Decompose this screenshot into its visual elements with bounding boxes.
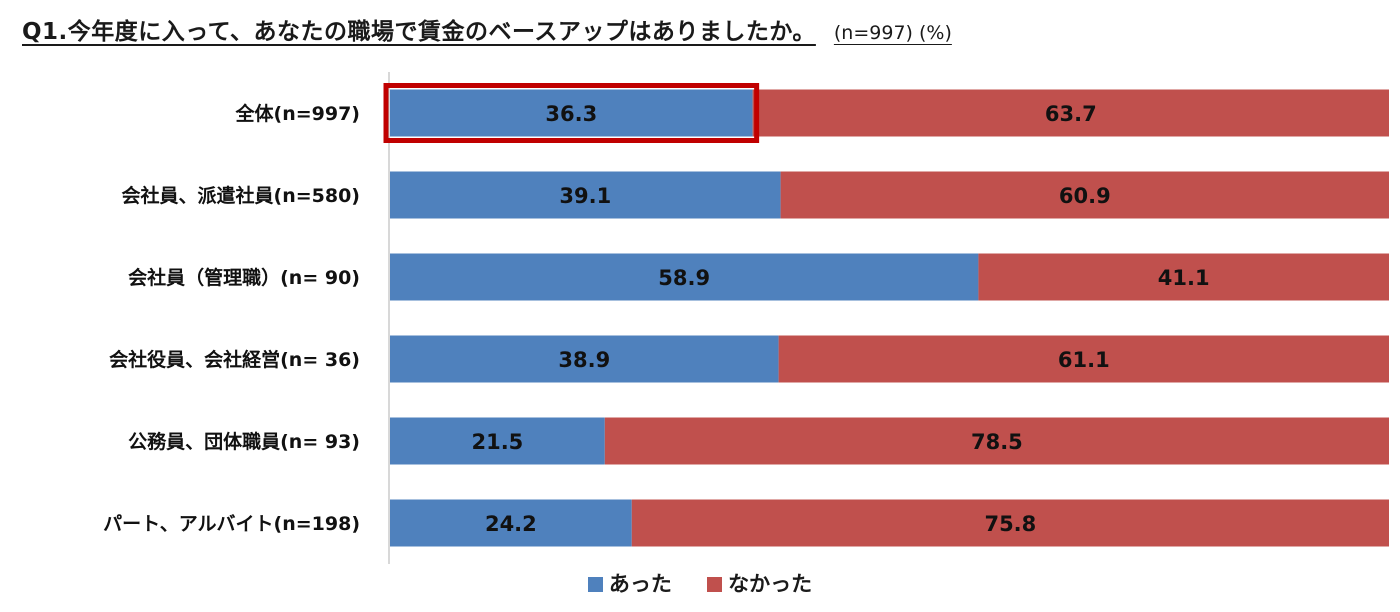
legend-swatch-yes [587,577,603,592]
bar-segment-yes [390,89,753,137]
bar-segment-yes [390,171,781,219]
data-label-no: 75.8 [984,512,1036,536]
chart-legend: あった なかった [0,568,1400,598]
bar-segment-yes [390,417,605,465]
bar-segment-no [604,417,1389,465]
chart-subtitle: (n=997) (%) [833,22,952,44]
category-label: 会社員、派遣社員(n=580) [122,184,360,207]
data-label-yes: 36.3 [545,102,597,126]
bar-segment-no [978,253,1389,301]
bar-segment-no [778,335,1389,383]
data-label-yes: 38.9 [558,348,610,372]
data-label-yes: 58.9 [658,266,710,290]
data-label-yes: 39.1 [559,184,611,208]
legend-item-yes: あった [587,568,672,598]
bar-segment-yes [390,253,979,301]
data-label-yes: 24.2 [485,512,537,536]
chart-title: Q1.今年度に入って、あなたの職場で賃金のベースアップはありましたか。 [22,19,816,45]
legend-label-no: なかった [728,572,813,596]
bar-segment-yes [390,335,779,383]
category-label: 会社役員、会社経営(n= 36) [109,348,360,371]
data-label-no: 78.5 [971,430,1023,454]
legend-swatch-no [707,577,723,592]
category-label: パート、アルバイト(n=198) [103,513,360,535]
data-label-no: 41.1 [1158,266,1210,290]
bar-segment-no [780,171,1389,219]
chart-title-row: Q1.今年度に入って、あなたの職場で賃金のベースアップはありましたか。 (n=99… [22,12,1380,46]
category-label: 全体(n=997) [235,102,360,125]
legend-item-no: なかった [707,568,812,598]
data-label-no: 60.9 [1059,184,1111,208]
bar-segment-yes [390,499,632,547]
legend-label-yes: あった [608,572,672,596]
bar-segment-no [752,89,1389,137]
category-label: 公務員、団体職員(n= 93) [128,430,360,453]
data-label-no: 63.7 [1045,102,1097,126]
data-label-yes: 21.5 [471,430,523,454]
highlight-box [383,83,760,143]
bar-segment-no [631,499,1389,547]
category-label: 会社員（管理職）(n= 90) [128,266,360,289]
data-label-no: 61.1 [1058,348,1110,372]
